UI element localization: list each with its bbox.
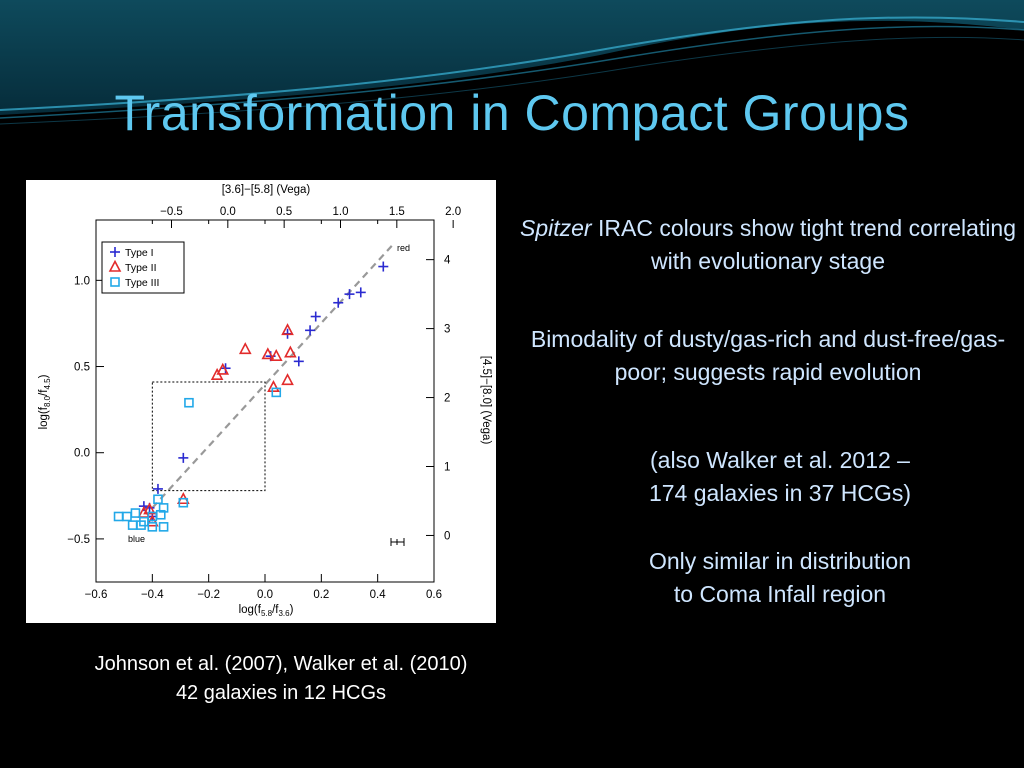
y-tick-label: 1.0 — [74, 275, 90, 287]
data-point — [158, 522, 169, 532]
data-point — [344, 289, 355, 300]
caption-line-1: Johnson et al. (2007), Walker et al. (20… — [94, 653, 468, 675]
right-axis-label: [4.5]−[8.0] (Vega) — [480, 356, 492, 445]
data-point — [153, 494, 163, 505]
paragraph-walker-2012: (also Walker et al. 2012 – 174 galaxies i… — [580, 444, 980, 510]
data-point — [178, 452, 189, 463]
y-axis-label: log(f8.0/f4.5) — [38, 374, 52, 429]
annotation-red: red — [397, 243, 410, 253]
right-tick-label: 0 — [444, 530, 450, 542]
slide-title: Transformation in Compact Groups — [114, 85, 910, 141]
data-point — [261, 347, 275, 360]
data-point — [267, 379, 280, 393]
legend-marker — [110, 247, 120, 257]
right-tick-label: 3 — [444, 324, 450, 336]
x-tick-label: 0.6 — [426, 589, 442, 601]
top-tick-label: 1.5 — [389, 206, 405, 218]
data-point — [293, 356, 304, 367]
data-point — [158, 503, 169, 513]
data-point — [310, 311, 321, 322]
top-tick-label: 2.0 — [445, 206, 461, 218]
right-tick-label: 2 — [444, 393, 450, 405]
x-tick-label: 0.0 — [257, 589, 273, 601]
data-point — [127, 520, 138, 530]
x-tick-label: −0.2 — [197, 589, 220, 601]
x-tick-label: 0.4 — [370, 589, 387, 601]
data-point — [378, 261, 389, 272]
data-point — [113, 511, 124, 522]
legend-label: Type II — [125, 262, 157, 274]
header-banner — [0, 0, 1024, 150]
data-point — [281, 373, 294, 386]
data-point — [271, 387, 282, 398]
right-tick-label: 1 — [444, 462, 450, 474]
top-tick-label: 1.0 — [332, 206, 348, 218]
y-tick-label: −0.5 — [67, 534, 90, 546]
data-point — [122, 511, 132, 522]
y-tick-label: 0.0 — [74, 448, 90, 460]
walker-line-1: (also Walker et al. 2012 – — [650, 447, 910, 473]
data-point — [238, 342, 252, 355]
data-point — [269, 348, 283, 361]
top-tick-label: 0.5 — [276, 206, 292, 218]
right-tick-label: 4 — [444, 255, 451, 267]
data-point — [152, 483, 163, 494]
caption-line-2: 42 galaxies in 12 HCGs — [175, 682, 387, 704]
legend-marker — [108, 259, 122, 272]
scatter-chart: −0.6 −0.4 −0.2 0.0 0.2 0.4 0.6 −0.5 0.0 0.5 1.0 −0.… — [38, 184, 492, 618]
paragraph-bimodality: Bimodality of dusty/gas-rich and dust-fr… — [530, 326, 1006, 385]
annotation-blue: blue — [128, 534, 145, 544]
data-point — [355, 287, 366, 298]
coma-line-2: to Coma Infall region — [673, 581, 887, 607]
data-point — [136, 520, 146, 530]
x-tick-label: −0.4 — [141, 589, 164, 601]
data-point — [305, 325, 316, 336]
x-tick-label: −0.6 — [85, 589, 108, 601]
data-point — [333, 297, 344, 308]
data-point — [178, 497, 189, 508]
data-point — [184, 397, 194, 408]
top-axis-label: [3.6]−[5.8] (Vega) — [222, 184, 311, 196]
data-point — [147, 511, 158, 522]
data-point — [143, 502, 156, 515]
x-axis-label: log(f5.8/f3.6) — [239, 604, 294, 618]
data-point — [147, 522, 158, 532]
data-point — [216, 362, 230, 375]
legend-label: Type III — [125, 277, 159, 289]
top-tick-label: 0.0 — [220, 206, 236, 218]
chart-legend: Type I Type II Type III — [101, 241, 185, 294]
paragraph-spitzer-rest: IRAC colours show tight trend correlatin… — [591, 215, 1017, 274]
data-point — [210, 367, 224, 380]
data-point — [281, 323, 294, 336]
error-bar-marker — [390, 538, 405, 546]
y-tick-label: 0.5 — [74, 362, 90, 374]
data-point — [284, 345, 297, 358]
x-tick-label: 0.2 — [313, 589, 329, 601]
selection-box — [151, 381, 266, 492]
chart-panel: −0.6 −0.4 −0.2 0.0 0.2 0.4 0.6 −0.5 0.0 0.5 1.0 −0.… — [26, 180, 496, 623]
top-tick-label: −0.5 — [160, 206, 183, 218]
paragraph-coma: Only similar in distribution to Coma Infa… — [580, 545, 980, 611]
legend-marker — [110, 277, 120, 287]
walker-line-2: 174 galaxies in 37 HCGs) — [648, 480, 912, 506]
figure-caption: Johnson et al. (2007), Walker et al. (20… — [26, 650, 536, 708]
trend-line — [151, 245, 393, 509]
paragraph-spitzer: Spitzer IRAC colours show tight trend co… — [520, 212, 1016, 278]
data-point — [130, 508, 141, 518]
spitzer-word: Spitzer — [520, 215, 592, 241]
coma-line-1: Only similar in distribution — [648, 548, 912, 574]
legend-label: Type I — [125, 247, 154, 259]
